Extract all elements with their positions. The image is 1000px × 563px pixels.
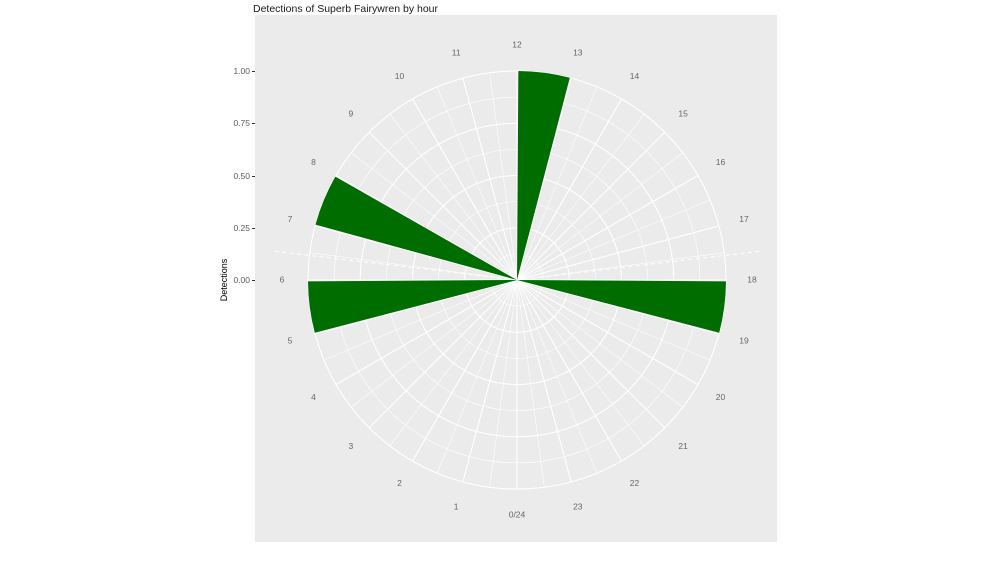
grid-spoke-halfhour [516,279,545,488]
grid-spoke-hour [335,175,518,281]
y-tick-mark [252,71,255,72]
hour-label-12: 12 [512,40,522,50]
bar-hour-7 [315,176,517,280]
hour-label-19: 19 [739,336,749,346]
y-tick-mark [252,175,255,177]
grid-spoke-hour [516,279,699,385]
grid-spoke-halfhour [516,279,683,408]
grid-spoke-halfhour [516,279,711,361]
grid-spoke-hour [335,279,518,385]
polar-bar-chart: 0/24123456789101112131415161718192021222… [270,40,764,520]
hour-label-5: 5 [288,336,293,346]
bar-hour-5 [308,280,517,333]
hour-label-22: 22 [630,478,640,488]
grid-spoke-hour [516,98,622,281]
hour-label-16: 16 [716,157,726,167]
hour-label-8: 8 [311,157,316,167]
grid-spoke-hour [516,279,666,429]
y-tick-label-1.00: 1.00 [233,66,250,76]
grid-spoke-hour [516,77,572,281]
chart-panel: 0/24 1 2 3 4 5 6 7 8 9 10 11 12 13 14 15 16 17 18 19 20 21 22 2… [255,15,777,542]
grid-spoke-halfhour [516,152,683,281]
grid-spoke-halfhour [489,279,518,488]
grid-spoke-hour [516,131,666,281]
grid-spoke-halfhour [436,279,518,474]
grid-spoke-hour [368,131,518,281]
hour-label-18: 18 [747,275,757,285]
grid-spoke-halfhour [323,279,518,361]
hour-label-20: 20 [716,392,726,402]
hour-label-23: 23 [573,502,583,512]
grid-spoke-hour [368,279,518,429]
grid-spoke-halfhour [516,199,711,281]
hour-label-14: 14 [630,71,640,81]
grid-spoke-halfhour [516,114,645,281]
grid-spoke-hour [412,98,518,281]
y-tick-mark [252,123,255,125]
grid-spoke-halfhour [516,252,725,281]
bar-hour-18 [517,280,726,333]
grid-spoke-hour [516,279,622,462]
sunset-line [516,250,764,281]
hour-label-3: 3 [348,441,353,451]
hour-label-21: 21 [678,441,688,451]
hour-label-10: 10 [395,71,405,81]
grid-spoke-hour [516,175,699,281]
grid-spoke-halfhour [516,279,598,474]
grid-spoke-halfhour [489,72,518,281]
hour-label-17: 17 [739,214,749,224]
y-tick-label-0.25: 0.25 [233,222,250,233]
grid-spoke-hour [516,279,572,483]
grid-spoke-halfhour [436,86,518,281]
grid-spoke-halfhour [516,86,598,281]
hour-label-7: 7 [288,214,293,224]
grid-spoke-hour [314,279,518,335]
y-tick-label-0.00: 0.00 [233,275,250,285]
y-tick-mark [252,280,255,281]
grid-spoke-halfhour [516,279,645,446]
grid-spoke-hour [516,225,720,281]
hour-label-0-24: 0/24 [509,510,526,520]
grid-spoke-hour [412,279,518,462]
y-tick-label-0.50: 0.50 [233,170,250,181]
bar-hour-12 [517,71,570,280]
grid-spoke-hour [516,279,720,335]
grid-spoke-halfhour [351,152,518,281]
grid-spoke-hour [462,279,518,483]
hour-label-6: 6 [280,275,285,285]
hour-label-4: 4 [311,392,316,402]
hour-label-1: 1 [454,502,459,512]
y-tick-mark [252,227,255,229]
sunrise-line [270,250,518,281]
y-tick-label-0.75: 0.75 [233,118,250,129]
grid-spoke-halfhour [351,279,518,408]
hour-label-2: 2 [397,478,402,488]
grid-spoke-halfhour [389,279,518,446]
hour-label-15: 15 [678,109,688,119]
grid-spoke-hour [314,225,518,281]
hour-label-13: 13 [573,48,583,58]
plot-title: Detections of Superb Fairywren by hour [253,3,439,15]
grid-spoke-halfhour [309,252,518,281]
hour-label-9: 9 [348,109,353,119]
grid-spoke-hour [462,77,518,281]
grid-spoke-halfhour [389,114,518,281]
hour-label-11: 11 [452,48,461,58]
